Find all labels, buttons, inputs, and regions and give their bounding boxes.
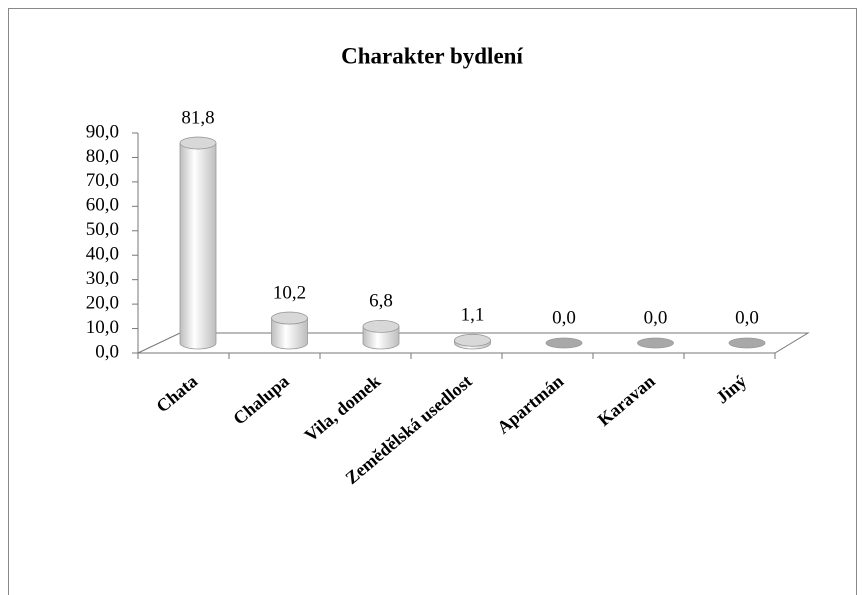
bar <box>271 311 308 350</box>
y-tick-label: 20,0 <box>86 292 119 313</box>
bar-top <box>637 337 674 349</box>
y-tick-label: 90,0 <box>86 121 119 142</box>
bar <box>179 136 217 350</box>
value-label: 81,8 <box>181 107 214 128</box>
bar-body <box>362 325 400 350</box>
y-tick-label: 60,0 <box>86 195 119 216</box>
value-label: 10,2 <box>273 282 306 303</box>
y-tick-label: 80,0 <box>86 146 119 167</box>
y-tick-label: 40,0 <box>86 244 119 265</box>
bar-top <box>362 319 400 333</box>
value-label: 0,0 <box>552 307 576 328</box>
bar <box>637 337 674 349</box>
y-tick-label: 0,0 <box>95 341 119 362</box>
y-tick-label: 30,0 <box>86 268 119 289</box>
value-label: 0,0 <box>644 307 668 328</box>
value-label: 6,8 <box>369 291 393 312</box>
bar-top <box>454 333 491 347</box>
chart-title: Charakter bydlení <box>341 43 523 68</box>
bar <box>545 337 583 349</box>
bar-body <box>271 317 308 350</box>
value-label: 1,1 <box>461 305 485 326</box>
y-tick-label: 70,0 <box>86 170 119 191</box>
bar-body <box>179 142 217 350</box>
value-label: 0,0 <box>735 307 759 328</box>
bar <box>454 333 491 350</box>
bar-top <box>179 136 217 150</box>
floor <box>137 332 810 354</box>
bar <box>728 337 766 349</box>
bar-top <box>271 311 308 325</box>
y-tick-label: 50,0 <box>86 219 119 240</box>
bar-top <box>545 337 583 349</box>
bar <box>362 319 400 350</box>
chart-frame <box>8 8 857 595</box>
bar-top <box>728 337 766 349</box>
y-tick-label: 10,0 <box>86 317 119 338</box>
